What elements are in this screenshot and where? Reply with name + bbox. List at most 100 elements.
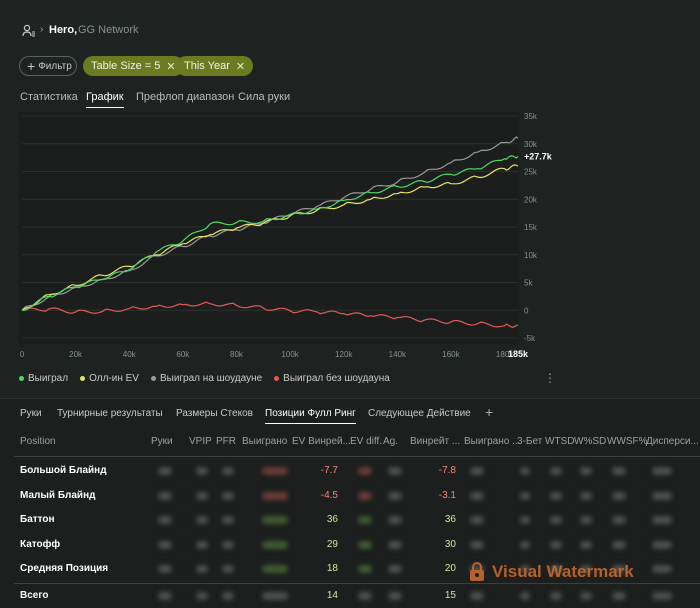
- blurred-cell: [262, 592, 288, 600]
- blurred-cell: [652, 516, 672, 524]
- legend-item-allin-ev[interactable]: Олл-ин EV: [80, 373, 139, 384]
- tab-statistics[interactable]: Статистика: [20, 91, 78, 103]
- tab-tournament-results[interactable]: Турнирные результаты: [57, 408, 163, 419]
- col-header-hands[interactable]: Руки: [151, 436, 173, 447]
- tab-preflop-range[interactable]: Префлоп диапазон: [136, 91, 235, 103]
- blurred-cell: [196, 592, 208, 600]
- remove-chip-icon[interactable]: ✕: [235, 60, 246, 73]
- blurred-cell: [196, 516, 208, 524]
- blurred-cell: [612, 492, 626, 500]
- blurred-cell: [262, 541, 288, 549]
- add-filter-button[interactable]: + Фильтр: [19, 56, 77, 76]
- blurred-cell: [470, 516, 484, 524]
- blurred-cell: [262, 492, 288, 500]
- lock-icon: [470, 562, 484, 581]
- y-tick-label: 0: [524, 306, 529, 315]
- y-tick-label: 25k: [524, 168, 538, 177]
- legend-item-showdown[interactable]: Выиграл на шоудауне: [150, 373, 262, 384]
- filter-chip-this-year[interactable]: This Year ✕: [176, 56, 254, 76]
- y-tick-label: -5k: [524, 334, 536, 343]
- position-row-label[interactable]: Катофф: [20, 539, 61, 550]
- blurred-cell: [158, 592, 172, 600]
- col-header-won[interactable]: Выиграно: [242, 436, 288, 447]
- blurred-cell: [612, 592, 626, 600]
- winrate-cell: 36: [444, 514, 456, 525]
- position-row-label[interactable]: Средняя Позиция: [20, 563, 109, 574]
- blurred-cell: [222, 492, 234, 500]
- blurred-cell: [158, 516, 172, 524]
- blurred-cell: [388, 467, 402, 475]
- blurred-cell: [470, 541, 484, 549]
- blurred-cell: [158, 492, 172, 500]
- col-header-variance[interactable]: Дисперси...: [646, 436, 699, 447]
- col-header-aggression[interactable]: Ag.: [383, 436, 399, 447]
- blurred-cell: [222, 565, 234, 573]
- hero-name: Hero,: [49, 24, 78, 36]
- ev-winrate-cell: 29: [326, 539, 338, 550]
- tab-stack-sizes[interactable]: Размеры Стеков: [176, 408, 253, 419]
- x-tick-label: 160k: [442, 350, 460, 359]
- tab-graph[interactable]: График: [86, 91, 124, 108]
- col-header-wtsd[interactable]: WTSD: [545, 436, 575, 447]
- blurred-cell: [580, 516, 592, 524]
- legend-item-non-showdown[interactable]: Выиграл без шоудауна: [274, 373, 390, 384]
- blurred-cell: [470, 592, 484, 600]
- bottom-panel: [0, 398, 700, 608]
- col-header-wsd[interactable]: W%SD: [574, 436, 607, 447]
- position-row-label[interactable]: Баттон: [20, 514, 55, 525]
- y-tick-label: 5k: [524, 279, 533, 288]
- blurred-cell: [580, 565, 592, 573]
- col-header-won-2[interactable]: Выиграно ...: [464, 436, 521, 447]
- more-options-icon[interactable]: ⋮: [544, 371, 556, 385]
- col-header-ev-diff[interactable]: EV diff.: [350, 436, 383, 447]
- tab-full-ring-positions[interactable]: Позиции Фулл Ринг: [265, 408, 356, 424]
- tab-hands[interactable]: Руки: [20, 408, 42, 419]
- x-tick-label: 0: [20, 350, 25, 359]
- blurred-cell: [388, 492, 402, 500]
- y-tick-label: 20k: [524, 195, 538, 204]
- blurred-cell: [262, 467, 288, 475]
- legend-item-won[interactable]: Выиграл: [19, 373, 68, 384]
- blurred-cell: [158, 565, 172, 573]
- blurred-cell: [196, 492, 208, 500]
- add-tab-icon[interactable]: +: [485, 404, 494, 420]
- user-icon[interactable]: [22, 24, 36, 38]
- col-header-position[interactable]: Position: [20, 436, 56, 447]
- blurred-cell: [652, 467, 672, 475]
- plus-icon: +: [27, 58, 36, 74]
- watermark: Visual Watermark: [468, 562, 634, 582]
- col-header-vpip[interactable]: VPIP: [189, 436, 212, 447]
- blurred-cell: [612, 565, 626, 573]
- blurred-cell: [652, 492, 672, 500]
- col-header-3bet[interactable]: 3-Бет: [517, 436, 543, 447]
- col-header-winrate[interactable]: Винрейт ...: [410, 436, 461, 447]
- blurred-cell: [196, 541, 208, 549]
- blurred-cell: [358, 541, 372, 549]
- blurred-cell: [550, 592, 562, 600]
- breadcrumb-arrow-icon: ›: [40, 24, 44, 35]
- position-row-label[interactable]: Большой Блайнд: [20, 465, 107, 476]
- col-header-wwsf[interactable]: WWSF%: [607, 436, 648, 447]
- tab-next-action[interactable]: Следующее Действие: [368, 408, 471, 419]
- ev-winrate-cell: -7.7: [320, 465, 338, 476]
- network-name: GG Network: [78, 24, 139, 36]
- filter-chip-table-size[interactable]: Table Size = 5 ✕: [83, 56, 184, 76]
- blurred-cell: [550, 467, 562, 475]
- position-row-label[interactable]: Малый Блайнд: [20, 490, 96, 501]
- y-tick-label: 30k: [524, 140, 538, 149]
- blurred-cell: [550, 565, 562, 573]
- col-header-pfr[interactable]: PFR: [216, 436, 236, 447]
- blurred-cell: [358, 492, 372, 500]
- blurred-cell: [262, 516, 288, 524]
- top-bar: [0, 0, 700, 55]
- blurred-cell: [262, 565, 288, 573]
- chart-legend: Выиграл Олл-ин EV Выиграл на шоудауне Вы…: [19, 373, 390, 384]
- blurred-cell: [652, 565, 672, 573]
- x-tick-label: 140k: [389, 350, 407, 359]
- tab-hand-strength[interactable]: Сила руки: [238, 91, 291, 103]
- x-tick-label: 20k: [69, 350, 83, 359]
- blurred-cell: [612, 516, 626, 524]
- col-header-ev-winrate[interactable]: EV Винрей...: [292, 436, 351, 447]
- blurred-cell: [470, 467, 484, 475]
- remove-chip-icon[interactable]: ✕: [166, 60, 176, 73]
